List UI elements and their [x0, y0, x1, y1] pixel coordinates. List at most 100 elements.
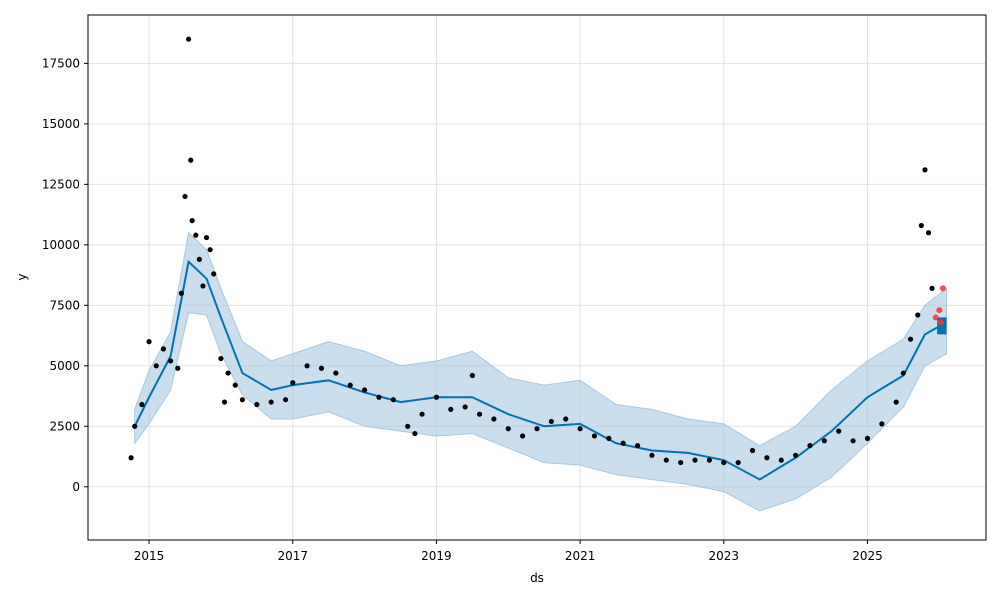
observed-point	[850, 438, 856, 444]
observed-point	[218, 355, 224, 362]
observed-point	[491, 416, 497, 422]
observed-point	[918, 222, 924, 229]
y-tick-label: 15000	[42, 117, 80, 131]
observed-point	[577, 426, 583, 432]
observed-point	[807, 443, 813, 449]
observed-point	[907, 336, 914, 342]
y-tick-label: 0	[72, 480, 80, 494]
observed-point	[692, 457, 698, 463]
observed-point	[735, 459, 741, 466]
observed-point	[534, 426, 540, 432]
observed-point	[254, 401, 260, 408]
observed-point	[749, 447, 756, 454]
observed-point	[196, 256, 202, 262]
y-tick-label: 7500	[49, 298, 80, 312]
forecast-horizon	[937, 317, 947, 335]
observed-point	[282, 397, 289, 403]
observed-point	[793, 452, 799, 458]
observed-point	[178, 290, 184, 296]
observed-point	[376, 394, 382, 400]
observed-point	[925, 230, 932, 236]
observed-point	[764, 455, 770, 461]
observed-point	[469, 372, 475, 379]
observed-point	[189, 218, 195, 224]
observed-point	[663, 457, 669, 463]
recent-point	[936, 307, 943, 314]
grid	[88, 15, 986, 540]
y-axis: 0 2500 5000 7500 10000 12500 15000 17500	[42, 56, 88, 494]
observed-point	[900, 370, 906, 376]
recent-point	[939, 285, 946, 292]
y-tick-label: 2500	[49, 419, 80, 433]
observed-point	[879, 421, 885, 427]
observed-point	[433, 394, 440, 400]
observed-point	[649, 452, 655, 458]
observed-point	[548, 418, 554, 425]
observed-point	[200, 283, 206, 289]
observed-point	[268, 399, 274, 405]
observed-point	[168, 358, 174, 364]
observed-point	[620, 440, 626, 446]
observed-point	[182, 193, 188, 200]
observed-point	[634, 443, 641, 449]
observed-point	[232, 382, 238, 388]
observed-point	[821, 438, 827, 444]
observed-point	[721, 459, 727, 466]
observed-point	[139, 401, 145, 408]
observed-point	[836, 428, 842, 434]
observed-point	[706, 457, 713, 463]
observed-point	[185, 36, 192, 42]
observed-point	[505, 426, 511, 432]
observed-point	[361, 387, 368, 393]
observed-point	[221, 399, 228, 405]
observed-point	[390, 397, 396, 403]
observed-point	[678, 459, 684, 466]
recent-point	[937, 319, 944, 326]
x-axis: 2015 2017 2019 2021 2023 2025	[134, 540, 883, 563]
x-tick-label: 2019	[421, 549, 452, 563]
observed-point	[419, 411, 425, 417]
forecast-path	[133, 259, 947, 481]
observed-point	[448, 406, 454, 412]
x-tick-label: 2023	[709, 549, 740, 563]
recent-points	[932, 285, 946, 326]
observed-point	[128, 455, 134, 461]
observed-point	[347, 382, 353, 388]
uncertainty-area	[134, 231, 947, 512]
observed-point	[606, 435, 612, 441]
x-tick-label: 2015	[134, 549, 165, 563]
observed-point	[132, 423, 138, 429]
plot-frame	[87, 14, 987, 541]
observed-point	[160, 346, 167, 352]
y-tick-label: 12500	[42, 177, 80, 191]
observed-point	[239, 397, 246, 403]
observed-point	[893, 399, 899, 405]
x-tick-label: 2021	[565, 549, 596, 563]
observed-point	[333, 370, 339, 376]
x-tick-label: 2017	[277, 549, 308, 563]
observed-point	[563, 416, 569, 422]
y-tick-label: 5000	[49, 359, 80, 373]
y-axis-label: y	[15, 273, 29, 280]
observed-point	[225, 370, 231, 376]
observed-point	[864, 435, 871, 441]
x-axis-label: ds	[530, 571, 544, 585]
observed-point	[290, 380, 296, 386]
observed-point	[304, 363, 310, 369]
forecast-line	[133, 259, 947, 481]
observed-point	[193, 232, 199, 238]
observed-point	[153, 363, 159, 369]
observed-point	[146, 339, 152, 345]
observed-point	[778, 457, 784, 463]
observed-point	[922, 167, 928, 173]
observed-point	[405, 423, 411, 429]
x-tick-label: 2025	[852, 549, 883, 563]
observed-point	[591, 433, 598, 439]
observed-point	[462, 404, 468, 410]
observed-point	[915, 312, 921, 318]
observed-point	[412, 430, 418, 437]
observed-point	[476, 411, 483, 417]
observed-point	[929, 285, 935, 291]
observed-point	[318, 365, 325, 371]
